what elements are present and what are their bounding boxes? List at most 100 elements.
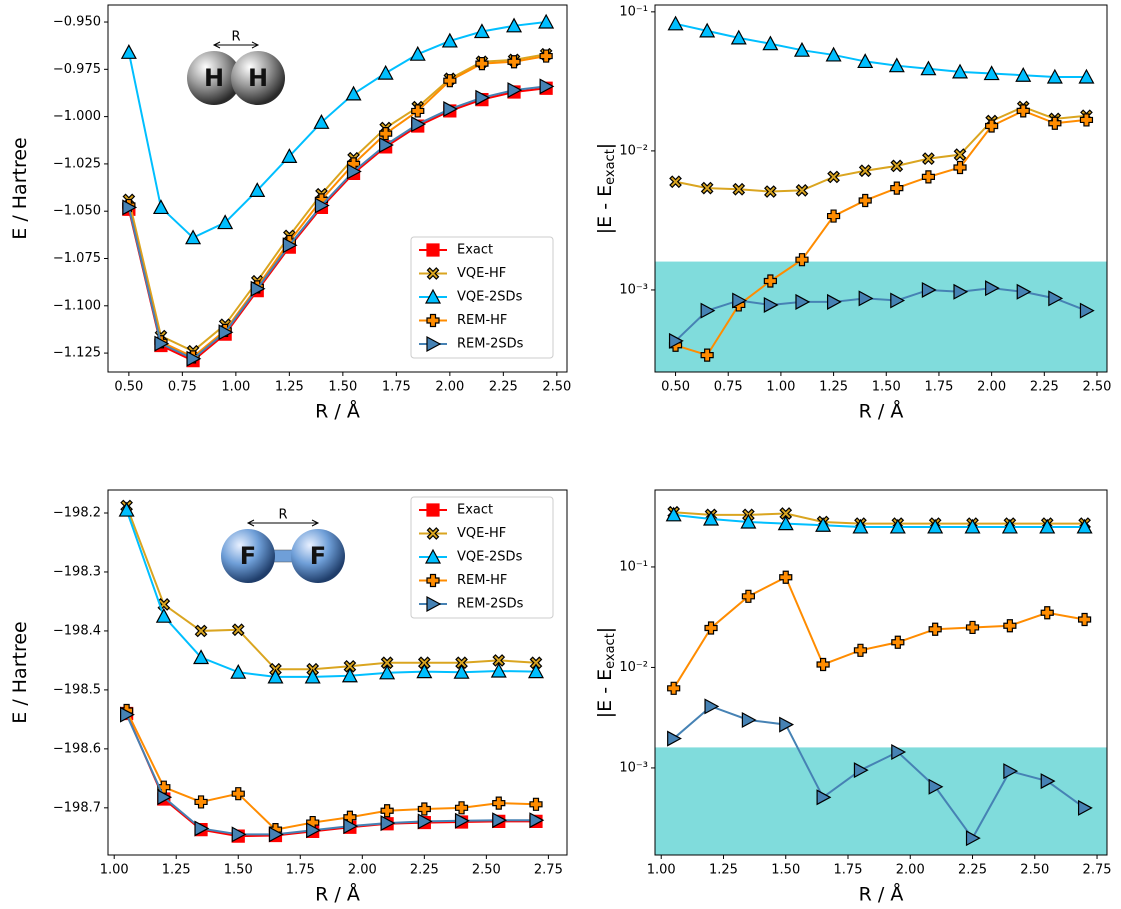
marker xyxy=(732,292,748,309)
atom xyxy=(291,529,345,583)
marker xyxy=(732,182,746,196)
marker xyxy=(703,510,720,526)
marker xyxy=(492,796,506,810)
marker xyxy=(964,518,981,534)
marker xyxy=(152,199,169,215)
y-axis-label-part: E / Hartree xyxy=(9,137,31,239)
y-axis-label: |E - Eexact| xyxy=(594,143,618,234)
marker xyxy=(928,778,944,795)
y-tick-label: 10⁻¹ xyxy=(619,4,648,19)
y-tick-label: −0.975 xyxy=(53,62,101,77)
marker xyxy=(194,795,208,809)
marker xyxy=(667,730,682,747)
marker xyxy=(826,293,842,310)
marker xyxy=(475,89,491,106)
x-tick-label: 2.00 xyxy=(977,380,1006,395)
marker xyxy=(890,181,904,195)
x-axis-label: R / Å xyxy=(315,883,360,906)
marker xyxy=(507,55,521,69)
marker xyxy=(267,668,284,684)
marker xyxy=(922,152,935,165)
x-tick-label: 1.50 xyxy=(224,863,253,878)
x-tick-label: 1.50 xyxy=(771,863,800,878)
marker xyxy=(779,507,793,520)
marker xyxy=(667,681,681,695)
legend: Exact VQE-HF VQE-2SDs REM-HF REM-2SDs xyxy=(410,236,554,359)
y-tick-label: −1.075 xyxy=(53,251,101,266)
marker xyxy=(665,506,682,522)
marker xyxy=(443,101,459,118)
x-tick-label: 2.25 xyxy=(410,863,439,878)
marker xyxy=(853,762,869,779)
marker xyxy=(1040,606,1054,620)
marker xyxy=(1079,302,1095,319)
marker xyxy=(453,663,470,679)
y-tick-label: −198.7 xyxy=(53,800,101,815)
x-tick-label: 1.25 xyxy=(709,863,738,878)
bond-arrow xyxy=(212,41,260,49)
legend-frame xyxy=(410,496,554,619)
marker xyxy=(795,293,811,310)
marker xyxy=(120,706,135,723)
y-tick-label: −198.4 xyxy=(53,623,101,638)
marker xyxy=(529,797,543,811)
marker xyxy=(282,237,298,254)
marker xyxy=(426,267,440,280)
y-tick-label: 10⁻² xyxy=(619,660,648,675)
axes-frame xyxy=(654,489,1108,856)
marker xyxy=(380,815,396,832)
marker xyxy=(858,193,872,208)
y-axis-label-part: exact xyxy=(603,633,618,669)
marker xyxy=(764,185,777,198)
marker xyxy=(194,820,210,837)
y-tick-label: −198.2 xyxy=(53,505,101,520)
x-tick-label: 2.50 xyxy=(1020,863,1049,878)
series-line xyxy=(127,21,547,239)
plot-area xyxy=(655,15,1107,372)
y-tick-label: −1.000 xyxy=(53,109,101,124)
y-tick-label: −0.950 xyxy=(53,15,101,30)
marker xyxy=(193,649,210,665)
atom xyxy=(187,51,241,105)
marker xyxy=(779,716,795,733)
marker xyxy=(304,668,321,684)
legend-label: Exact xyxy=(457,503,493,518)
marker xyxy=(816,657,830,672)
marker xyxy=(231,787,245,801)
x-tick-label: 2.00 xyxy=(896,863,925,878)
marker xyxy=(953,283,969,300)
marker xyxy=(454,801,469,815)
atom xyxy=(231,51,285,105)
marker xyxy=(345,85,362,101)
bond-label: R xyxy=(231,30,240,45)
atom-label: H xyxy=(204,64,224,92)
marker xyxy=(380,804,394,818)
y-axis-label: E / Hartree xyxy=(9,137,31,239)
x-tick-label: 1.00 xyxy=(100,863,129,878)
marker xyxy=(120,44,137,59)
plot-area xyxy=(120,13,555,368)
x-tick-label: 1.25 xyxy=(275,380,304,395)
marker xyxy=(985,119,999,133)
marker xyxy=(928,622,942,636)
marker xyxy=(157,789,173,806)
x-axis-label: R / Å xyxy=(859,883,904,906)
marker xyxy=(380,656,394,670)
marker xyxy=(186,350,202,367)
atom-label: F xyxy=(310,542,326,570)
marker xyxy=(1077,799,1093,816)
marker xyxy=(231,623,245,637)
molecule: F F R xyxy=(221,508,345,583)
y-tick-label: 10⁻² xyxy=(619,143,648,158)
x-tick-label: 1.50 xyxy=(872,380,901,395)
x-tick-label: 1.25 xyxy=(819,380,848,395)
marker xyxy=(888,57,905,73)
y-tick-label: −198.5 xyxy=(53,682,101,697)
y-tick-label: −198.6 xyxy=(53,741,101,756)
marker xyxy=(455,656,468,670)
marker xyxy=(763,274,777,288)
marker xyxy=(890,159,904,173)
marker xyxy=(411,104,425,118)
marker xyxy=(704,698,720,715)
